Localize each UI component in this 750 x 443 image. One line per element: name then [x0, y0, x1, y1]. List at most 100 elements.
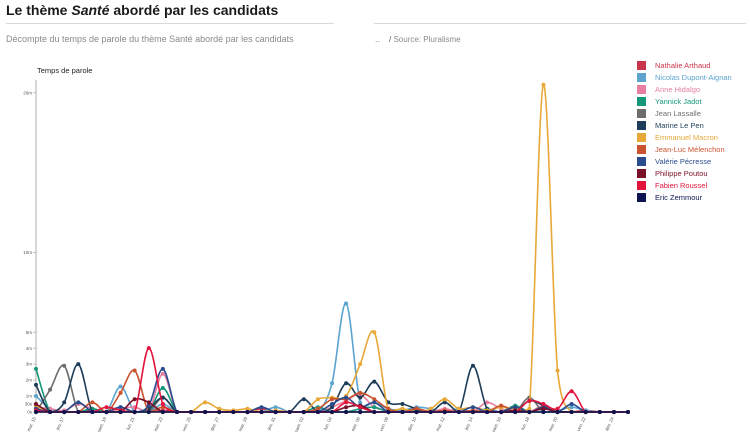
data-point[interactable]: [34, 382, 38, 387]
data-point[interactable]: [358, 410, 363, 414]
data-point[interactable]: [189, 410, 194, 414]
data-point[interactable]: [48, 387, 53, 392]
data-point[interactable]: [90, 410, 95, 414]
data-point[interactable]: [330, 405, 334, 410]
legend-item[interactable]: Marine Le Pen: [637, 119, 732, 131]
data-point[interactable]: [513, 410, 518, 414]
data-point[interactable]: [146, 346, 151, 351]
data-point[interactable]: [414, 406, 419, 411]
data-point[interactable]: [34, 394, 38, 399]
data-point[interactable]: [146, 410, 151, 414]
data-point[interactable]: [442, 400, 447, 405]
data-point[interactable]: [386, 406, 391, 411]
legend-item[interactable]: Jean-Luc Mélenchon: [637, 143, 732, 155]
data-point[interactable]: [344, 400, 349, 405]
data-point[interactable]: [470, 405, 475, 410]
data-point[interactable]: [118, 405, 123, 410]
data-point[interactable]: [358, 405, 363, 410]
data-point[interactable]: [160, 371, 165, 376]
data-point[interactable]: [555, 410, 560, 414]
data-point[interactable]: [456, 410, 461, 414]
data-point[interactable]: [569, 389, 574, 394]
data-point[interactable]: [344, 405, 349, 410]
data-point[interactable]: [513, 405, 518, 410]
data-point[interactable]: [34, 402, 38, 407]
legend-item[interactable]: Philippe Poutou: [637, 167, 732, 179]
data-point[interactable]: [344, 381, 349, 386]
data-point[interactable]: [132, 410, 137, 414]
data-point[interactable]: [174, 410, 179, 414]
data-point[interactable]: [160, 386, 165, 391]
data-point[interactable]: [259, 405, 264, 410]
data-point[interactable]: [344, 301, 349, 306]
legend-item[interactable]: Yannick Jadot: [637, 95, 732, 107]
data-point[interactable]: [62, 410, 67, 414]
data-point[interactable]: [372, 405, 377, 410]
data-point[interactable]: [104, 405, 109, 410]
data-point[interactable]: [541, 406, 546, 411]
data-point[interactable]: [428, 406, 433, 411]
data-point[interactable]: [541, 402, 546, 407]
data-point[interactable]: [456, 406, 461, 411]
data-point[interactable]: [400, 410, 405, 414]
data-point[interactable]: [442, 397, 447, 402]
data-point[interactable]: [569, 410, 574, 414]
data-point[interactable]: [146, 403, 151, 408]
data-point[interactable]: [34, 410, 38, 414]
data-point[interactable]: [626, 410, 630, 414]
data-point[interactable]: [485, 410, 490, 414]
legend-item[interactable]: Jean Lassalle: [637, 107, 732, 119]
data-point[interactable]: [217, 410, 222, 414]
data-point[interactable]: [273, 405, 278, 410]
data-point[interactable]: [372, 330, 377, 335]
data-point[interactable]: [259, 410, 264, 414]
data-point[interactable]: [273, 410, 278, 414]
data-point[interactable]: [301, 397, 306, 402]
data-point[interactable]: [245, 406, 250, 411]
data-point[interactable]: [583, 410, 588, 414]
data-point[interactable]: [315, 410, 320, 414]
data-point[interactable]: [76, 362, 81, 367]
data-point[interactable]: [104, 410, 109, 414]
data-point[interactable]: [555, 406, 560, 411]
data-point[interactable]: [527, 410, 532, 414]
data-point[interactable]: [90, 400, 95, 405]
legend-item[interactable]: Nathalie Arthaud: [637, 59, 732, 71]
data-point[interactable]: [569, 402, 574, 407]
data-point[interactable]: [611, 410, 616, 414]
data-point[interactable]: [315, 397, 320, 402]
data-point[interactable]: [76, 410, 81, 414]
data-point[interactable]: [358, 390, 363, 395]
data-point[interactable]: [301, 410, 306, 414]
data-point[interactable]: [428, 410, 433, 414]
legend-item[interactable]: Emmanuel Macron: [637, 131, 732, 143]
data-point[interactable]: [470, 363, 475, 368]
data-point[interactable]: [372, 379, 377, 384]
data-point[interactable]: [146, 400, 151, 405]
data-point[interactable]: [217, 406, 222, 411]
data-point[interactable]: [132, 368, 137, 373]
data-point[interactable]: [132, 397, 137, 402]
data-point[interactable]: [330, 397, 334, 402]
legend-item[interactable]: Eric Zemmour: [637, 191, 732, 203]
data-point[interactable]: [358, 400, 363, 405]
data-point[interactable]: [442, 410, 447, 414]
data-point[interactable]: [203, 410, 208, 414]
data-point[interactable]: [597, 410, 602, 414]
data-point[interactable]: [372, 400, 377, 405]
legend-item[interactable]: Fabien Roussel: [637, 179, 732, 191]
data-point[interactable]: [527, 406, 532, 411]
data-point[interactable]: [287, 410, 292, 414]
data-point[interactable]: [203, 400, 208, 405]
data-point[interactable]: [527, 398, 532, 403]
data-point[interactable]: [358, 395, 363, 400]
data-point[interactable]: [470, 410, 475, 414]
legend-item[interactable]: Anne Hidalgo: [637, 83, 732, 95]
data-point[interactable]: [372, 410, 377, 414]
data-point[interactable]: [315, 406, 320, 411]
data-point[interactable]: [499, 410, 504, 414]
data-point[interactable]: [541, 82, 546, 87]
data-point[interactable]: [414, 410, 419, 414]
data-point[interactable]: [48, 410, 53, 414]
data-point[interactable]: [118, 410, 123, 414]
